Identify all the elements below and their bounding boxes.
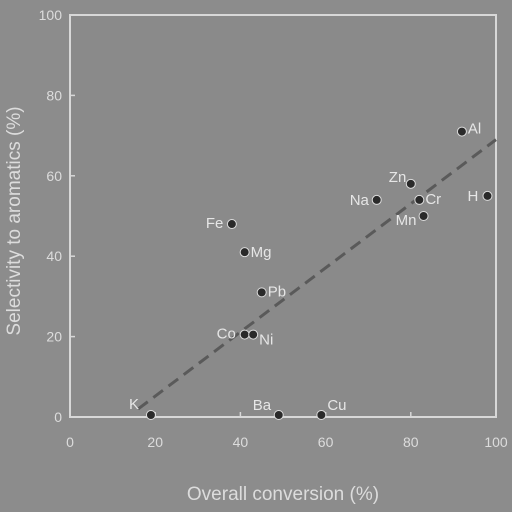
y-tick-label: 60 (46, 168, 62, 184)
point-label-pb: Pb (268, 283, 286, 300)
point-label-h: H (467, 188, 478, 205)
point-label-na: Na (350, 192, 370, 209)
data-point-fe (226, 219, 237, 230)
data-point-zn (405, 178, 416, 189)
y-tick-label: 0 (54, 409, 62, 425)
data-point-pb (256, 287, 267, 298)
x-tick-label: 20 (147, 434, 163, 450)
x-tick-label: 100 (484, 434, 508, 450)
point-label-cr: Cr (425, 191, 441, 208)
data-point-mg (239, 247, 250, 258)
x-axis-title: Overall conversion (%) (187, 484, 379, 505)
y-axis-ticks: 0 20 40 60 80 100 (39, 7, 75, 425)
x-axis-ticks: 0 20 40 60 80 100 (66, 412, 508, 450)
point-label-mg: Mg (251, 244, 272, 261)
data-point-cr (414, 194, 425, 205)
y-axis-title: Selectivity to aromatics (%) (4, 106, 25, 335)
data-point-co (239, 329, 250, 340)
point-label-co: Co (217, 326, 236, 343)
x-tick-label: 40 (233, 434, 249, 450)
plot-frame (69, 14, 497, 418)
y-tick-label: 80 (46, 87, 62, 103)
x-tick-label: 0 (66, 434, 74, 450)
y-tick-label: 100 (39, 7, 63, 23)
data-point-h (482, 190, 493, 201)
point-label-fe: Fe (206, 215, 224, 232)
point-label-ni: Ni (259, 332, 273, 349)
point-label-mn: Mn (396, 212, 417, 229)
data-point-mn (418, 211, 429, 221)
point-label-ba: Ba (253, 397, 272, 414)
data-points: K Ba Cu Co Ni Pb Mg Fe Na Zn Cr Mn H Al (129, 121, 493, 420)
data-point-ni (248, 329, 259, 340)
y-tick-label: 20 (46, 329, 62, 345)
data-point-ba (273, 409, 284, 420)
point-label-zn: Zn (389, 169, 407, 186)
point-label-cu: Cu (327, 397, 346, 414)
point-label-k: K (129, 396, 139, 413)
x-tick-label: 60 (318, 434, 334, 450)
data-point-al (456, 126, 467, 137)
data-point-k (145, 409, 156, 420)
x-tick-label: 80 (403, 434, 419, 450)
y-tick-label: 40 (46, 248, 62, 264)
data-point-na (371, 194, 382, 205)
data-point-cu (316, 409, 327, 420)
point-label-al: Al (468, 121, 481, 138)
